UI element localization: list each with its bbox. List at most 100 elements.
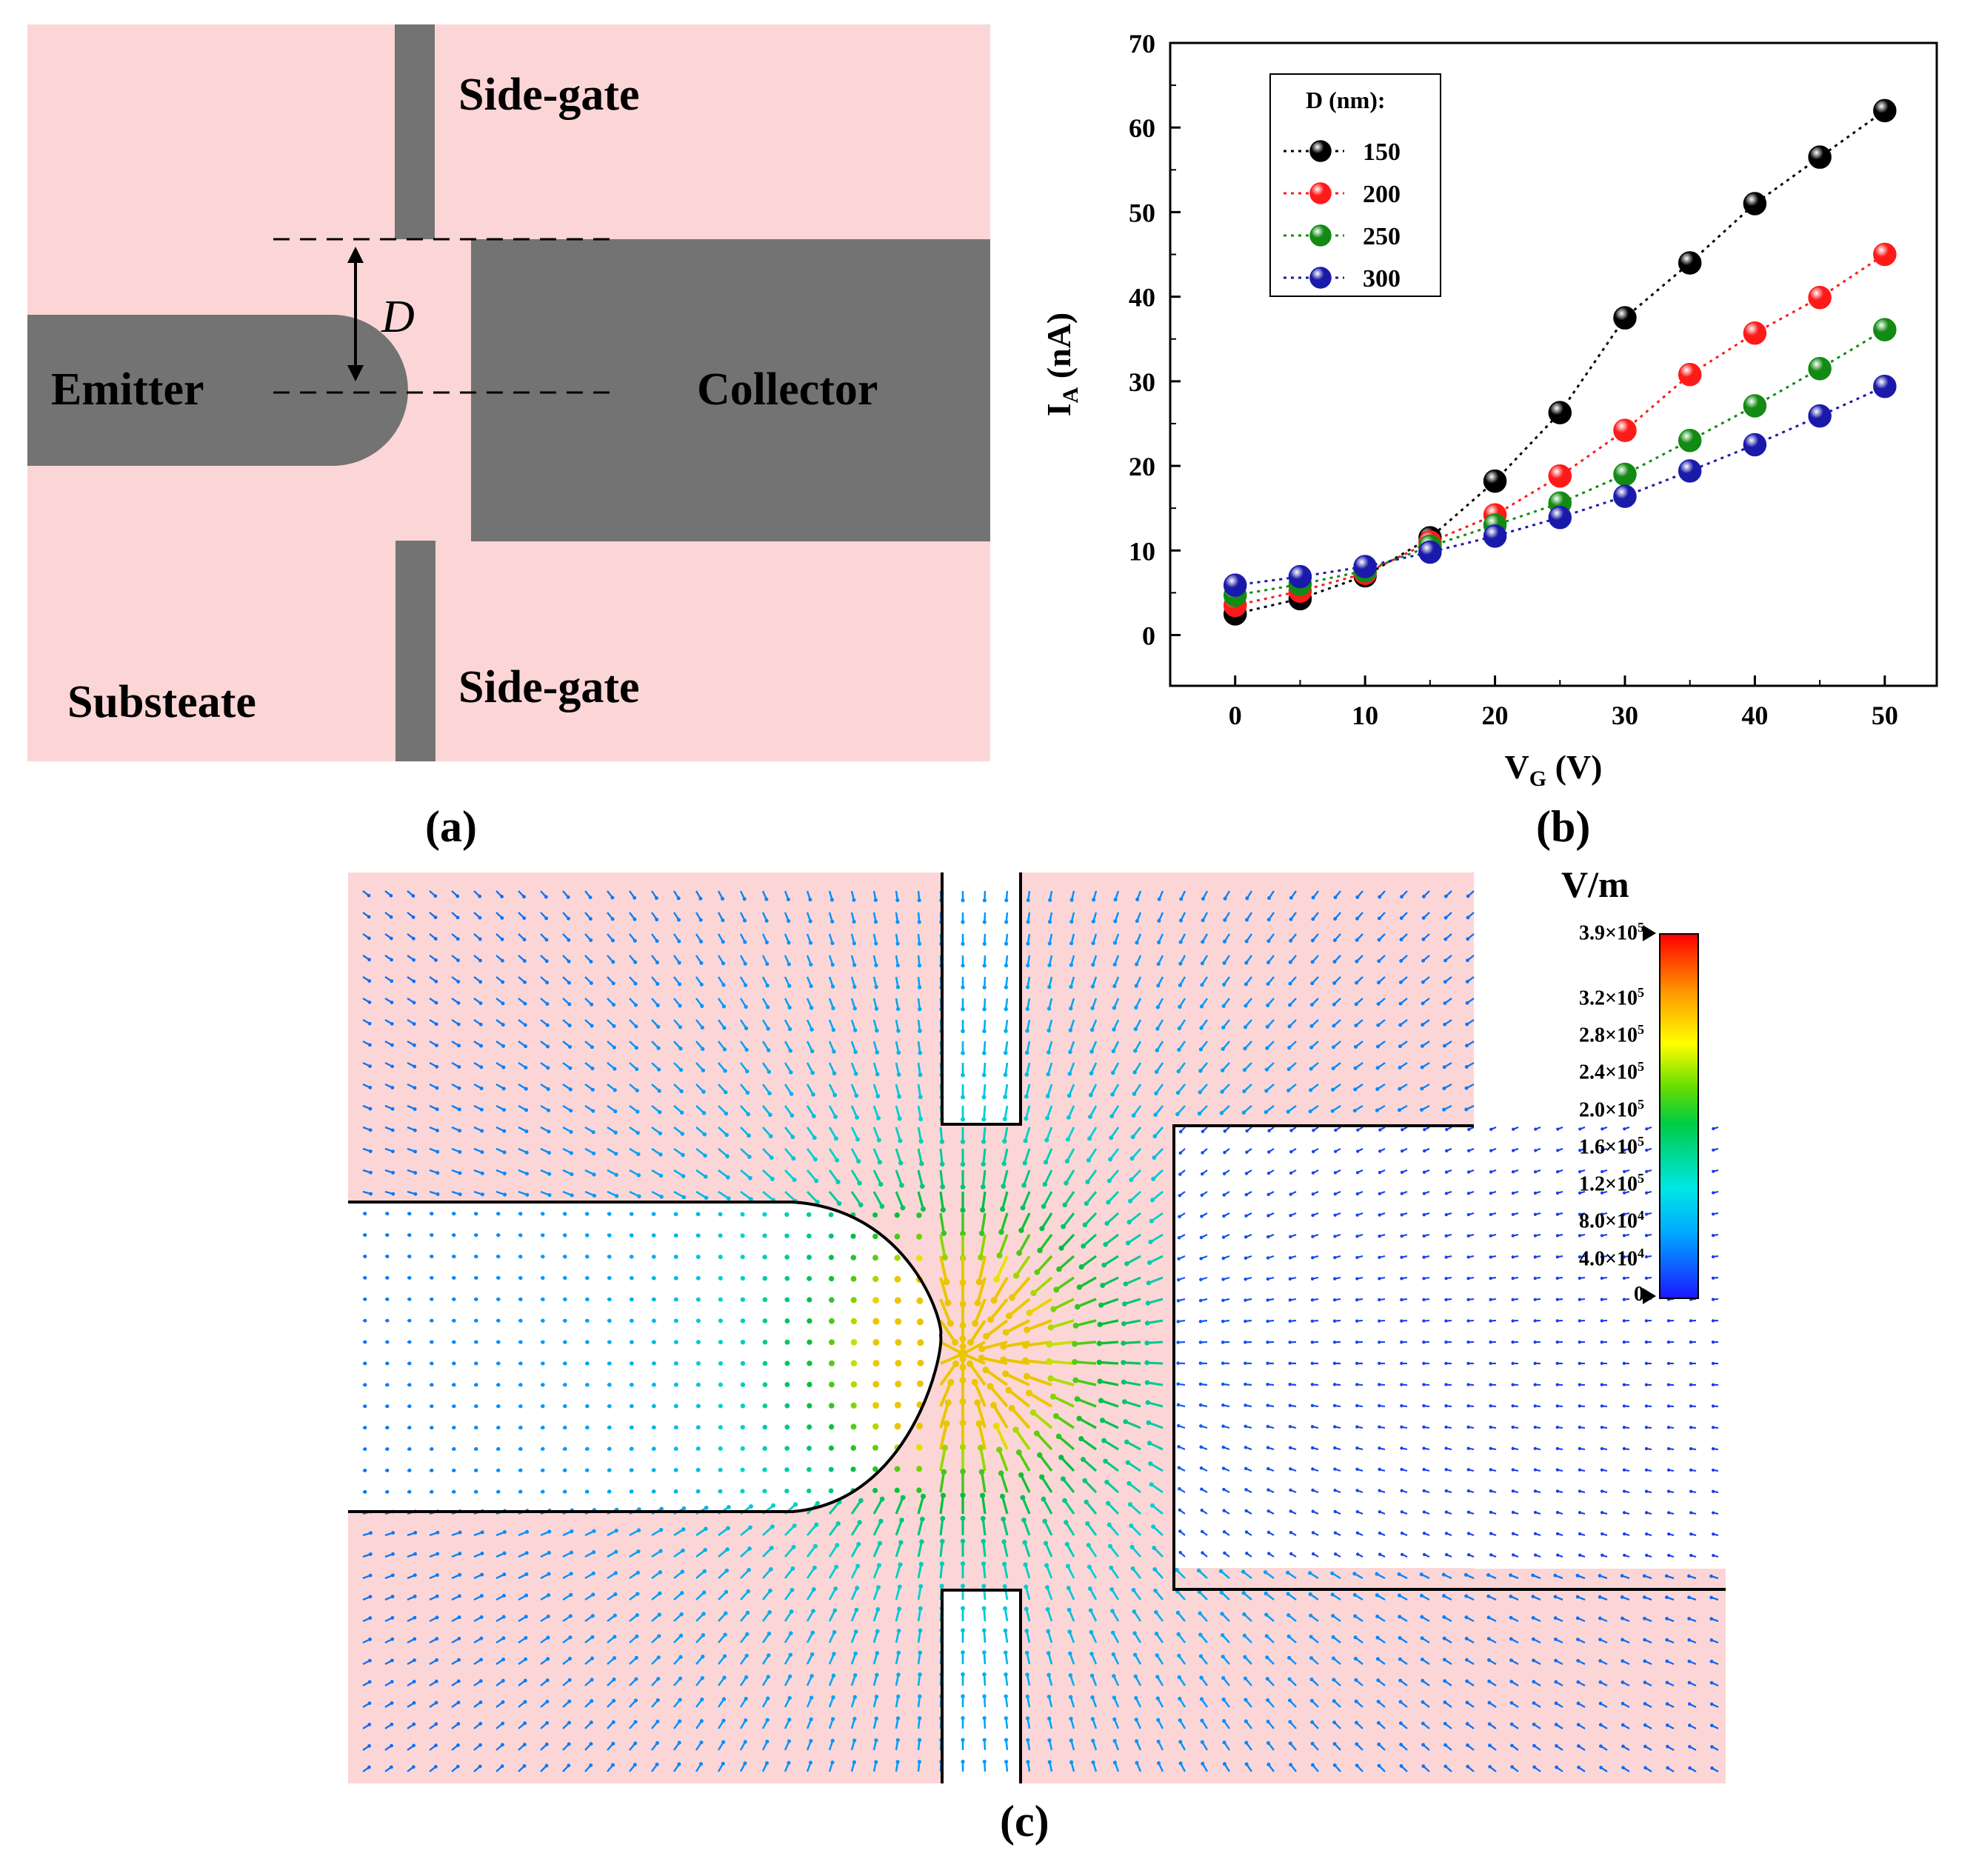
x-tick-label: 20 — [1482, 701, 1509, 730]
panel-a: Side-gate Side-gate Emitter Collector Su… — [27, 24, 990, 761]
colorbar-tick-label: 2.0×105 — [1579, 1096, 1644, 1122]
legend-label-150: 150 — [1363, 138, 1401, 166]
data-point-300 — [1548, 505, 1572, 530]
y-tick-label: 50 — [1129, 198, 1155, 227]
data-point-250 — [1808, 356, 1832, 381]
emitter-electrode — [27, 315, 408, 466]
data-point-200 — [1678, 362, 1702, 387]
data-point-200 — [1873, 242, 1897, 267]
colorbar-tick-label: 2.4×105 — [1579, 1059, 1644, 1084]
data-point-250 — [1743, 394, 1767, 418]
colorbar-arrow-icon — [1643, 1288, 1656, 1304]
colorbar-tick-label: 3.2×105 — [1579, 984, 1644, 1010]
field-collector — [1174, 1126, 1726, 1568]
caption-c: (c) — [1000, 1797, 1049, 1846]
x-axis-label: VG (V) — [1505, 748, 1603, 791]
colorbar-tick-label: 4.0×104 — [1579, 1245, 1644, 1271]
data-point-300 — [1483, 524, 1507, 548]
colorbar-unit: V/m — [1561, 864, 1629, 905]
y-tick-label: 30 — [1129, 367, 1155, 397]
x-tick-label: 50 — [1872, 701, 1898, 730]
outline-gate-bottom — [941, 1589, 1022, 1783]
x-tick-label: 30 — [1612, 701, 1638, 730]
legend-marker — [1309, 224, 1332, 247]
device-schematic — [27, 24, 990, 761]
y-tick-label: 70 — [1129, 29, 1155, 59]
colorbar-gradient — [1659, 933, 1699, 1299]
x-tick-label: 10 — [1352, 701, 1378, 730]
data-point-150 — [1743, 192, 1767, 216]
series-line-300 — [1235, 385, 1886, 587]
data-point-150 — [1808, 145, 1832, 169]
colorbar-tick-label: 0 — [1634, 1283, 1644, 1306]
series-line-200 — [1235, 253, 1886, 607]
x-tick-label: 0 — [1229, 701, 1242, 730]
data-point-300 — [1808, 404, 1832, 428]
data-point-200 — [1613, 418, 1637, 442]
data-point-300 — [1418, 540, 1442, 564]
series-line-250 — [1235, 328, 1886, 597]
field-substrate-right — [1474, 1569, 1726, 1783]
data-point-150 — [1678, 251, 1702, 275]
colorbar-tick-label: 3.9×105 — [1579, 920, 1644, 945]
legend-label-250: 250 — [1363, 223, 1401, 250]
field-map — [348, 872, 1726, 1783]
label-collector: Collector — [697, 364, 878, 415]
colorbar-tick-label: 2.8×105 — [1579, 1022, 1644, 1047]
data-point-150 — [1613, 306, 1637, 330]
data-point-300 — [1678, 459, 1702, 483]
iv-chart: 0 10 20 30 40 50 60 70 0 10 20 30 40 50 VG (V) IA (nA) D… — [1040, 29, 1938, 791]
panel-b: 0 10 20 30 40 50 60 70 0 10 20 30 40 50 VG (V) IA (nA) D… — [1015, 15, 1976, 800]
colorbar-tick-label: 8.0×104 — [1579, 1208, 1644, 1233]
collector-electrode — [471, 239, 990, 541]
label-gap-d: D — [381, 292, 415, 342]
data-point-150 — [1548, 401, 1572, 424]
legend-title: D (nm): — [1306, 87, 1386, 113]
outline-gate-top — [941, 872, 1022, 1126]
legend-marker — [1309, 140, 1332, 162]
x-tick-label: 40 — [1741, 701, 1768, 730]
series-line-150 — [1235, 110, 1886, 615]
field-emitter — [348, 1202, 941, 1512]
data-point-250 — [1678, 429, 1702, 453]
caption-b: (b) — [1536, 802, 1591, 851]
side-gate-top — [395, 24, 435, 239]
data-point-300 — [1613, 484, 1637, 508]
outline-collector — [1172, 1124, 1726, 1591]
colorbar-tick-label: 1.6×105 — [1579, 1133, 1644, 1159]
y-tick-label: 60 — [1129, 113, 1155, 143]
data-point-300 — [1873, 374, 1897, 398]
caption-a: (a) — [425, 802, 477, 851]
y-tick-label: 0 — [1142, 621, 1155, 650]
field-gate-top — [942, 872, 1021, 1124]
data-point-300 — [1223, 573, 1247, 597]
label-substrate: Substeate — [67, 677, 256, 727]
data-point-250 — [1873, 318, 1897, 341]
outline-emitter — [348, 1201, 943, 1513]
legend-label-200: 200 — [1363, 181, 1401, 208]
colorbar-arrow-icon — [1643, 925, 1656, 941]
data-point-250 — [1613, 462, 1637, 487]
data-point-300 — [1743, 433, 1767, 457]
side-gate-bottom — [395, 541, 435, 761]
data-point-200 — [1808, 286, 1832, 310]
y-tick-label: 20 — [1129, 452, 1155, 481]
colorbar-tick-label: 1.2×105 — [1579, 1171, 1644, 1196]
colorbar: V/m 3.9×105 3.2×105 2.8×105 2.4×105 2.0×105 1… — [1511, 863, 1733, 1322]
legend-marker — [1309, 267, 1332, 289]
legend-label-300: 300 — [1363, 265, 1401, 293]
label-side-gate-top: Side-gate — [458, 70, 640, 120]
y-tick-label: 40 — [1129, 283, 1155, 313]
data-point-300 — [1353, 555, 1377, 578]
gap-arrow — [347, 247, 364, 381]
label-emitter: Emitter — [51, 364, 204, 415]
y-axis-label: IA (nA) — [1040, 313, 1083, 417]
field-vectors — [362, 890, 1719, 1772]
label-side-gate-bottom: Side-gate — [458, 662, 640, 712]
data-point-300 — [1288, 564, 1312, 589]
data-point-200 — [1743, 321, 1767, 345]
data-point-150 — [1483, 469, 1507, 493]
plot-frame — [1169, 41, 1938, 687]
data-point-150 — [1873, 99, 1897, 123]
legend-marker — [1309, 182, 1332, 204]
